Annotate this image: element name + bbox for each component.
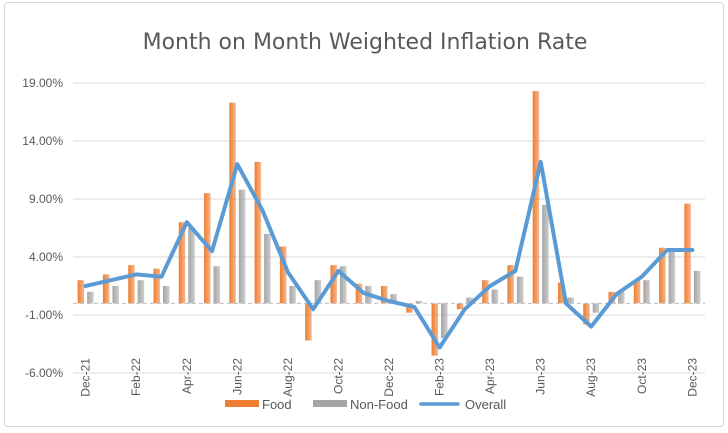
legend-label-non-food: Non-Food (350, 397, 408, 412)
bar-non-food (415, 301, 423, 304)
bar-food (330, 265, 337, 304)
bar-non-food (693, 270, 701, 304)
bar-food (254, 161, 262, 304)
bar-food (633, 280, 641, 304)
legend-label-food: Food (262, 397, 292, 412)
bar-non-food (668, 251, 676, 304)
bar-non-food (592, 303, 600, 313)
y-tick-label: 4.00% (29, 250, 63, 264)
bar-food (532, 91, 540, 304)
bar-food (128, 265, 135, 304)
bar-food (507, 265, 514, 304)
y-tick-label: 19.00% (22, 76, 63, 90)
bar-non-food (542, 204, 549, 304)
x-tick-label: Oct-23 (635, 358, 649, 394)
x-tick-label: Dec-21 (79, 358, 93, 397)
bar-food (381, 286, 388, 304)
bar-food (355, 283, 363, 304)
legend: Food Non-Food Overall (225, 397, 506, 412)
x-tick-label: Aug-22 (281, 358, 295, 397)
x-axis-tick-labels: Dec-21 Feb-22 Apr-22 Jun-22 Aug-22 Oct-22 Dec-… (79, 358, 700, 397)
bar-food (684, 203, 691, 304)
bar-food (102, 274, 110, 304)
bar-non-food (213, 266, 221, 304)
bar-food (431, 303, 439, 356)
bar-non-food (188, 228, 195, 304)
x-tick-label: Apr-22 (180, 358, 194, 394)
x-tick-label: Apr-23 (483, 358, 497, 394)
bar-food (456, 303, 464, 310)
bar-non-food (112, 286, 119, 304)
bar-non-food (137, 280, 145, 304)
bar-non-food (618, 291, 625, 304)
x-tick-label: Dec-22 (382, 358, 396, 397)
bar-non-food (643, 280, 650, 304)
bar-non-food (264, 233, 271, 304)
bar-food (305, 303, 312, 341)
bar-food (557, 282, 565, 304)
legend-swatch-non-food (313, 400, 347, 407)
bar-food (229, 102, 236, 304)
x-tick-label: Aug-23 (584, 358, 598, 397)
y-tick-label: -1.00% (25, 308, 63, 322)
bar-food (583, 303, 590, 325)
chart-canvas: Month on Month Weighted Inflation Rate -… (22, 30, 705, 412)
line-overall (83, 159, 695, 350)
bar-non-food (87, 291, 94, 304)
bar-non-food (314, 280, 322, 304)
x-tick-label: Oct-22 (331, 358, 345, 394)
legend-label-overall: Overall (465, 397, 506, 412)
bar-non-food (289, 286, 296, 304)
chart-title: Month on Month Weighted Inflation Rate (143, 30, 588, 55)
legend-swatch-food (225, 400, 259, 407)
x-tick-label: Dec-23 (685, 358, 699, 397)
bar-food (406, 303, 413, 313)
x-tick-label: Feb-22 (129, 358, 143, 396)
bar-food (77, 280, 85, 304)
bar-non-food (390, 294, 397, 304)
y-tick-label: 9.00% (29, 192, 63, 206)
x-tick-label: Jun-22 (230, 358, 244, 395)
line-series (83, 159, 695, 350)
x-tick-label: Jun-23 (534, 358, 548, 395)
bar-non-food (339, 266, 347, 304)
bar-food (279, 246, 287, 304)
bar-non-food (567, 297, 574, 304)
bar-food (178, 222, 186, 304)
bar-food (153, 268, 160, 304)
bar-non-food (238, 189, 246, 304)
bar-non-food (491, 289, 499, 304)
gridlines (73, 82, 705, 374)
bar-non-food (162, 286, 170, 304)
chart-container: Month on Month Weighted Inflation Rate -… (4, 2, 724, 427)
bar-series (77, 91, 701, 356)
bar-non-food (441, 303, 448, 339)
y-tick-label: -6.00% (25, 366, 63, 380)
y-tick-label: 14.00% (22, 134, 63, 148)
bar-food (659, 247, 666, 304)
x-tick-label: Feb-23 (433, 358, 447, 396)
bar-non-food (466, 297, 473, 304)
bar-non-food (516, 276, 524, 304)
y-axis-tick-labels: -6.00% -1.00% 4.00% 9.00% 14.00% 19.00% (22, 76, 63, 380)
